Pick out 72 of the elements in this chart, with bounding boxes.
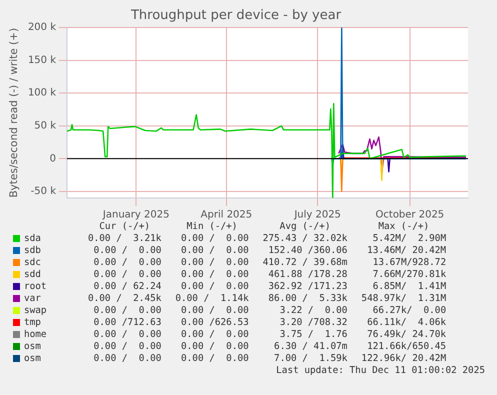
y-tick-label: 150 k [28, 54, 56, 66]
legend-label: home [23, 329, 48, 341]
x-tick-label: July 2025 [293, 210, 341, 221]
text: Cur (-/+) [98, 221, 152, 233]
text: 3.20 /708.32 [278, 317, 348, 329]
text: 0.00 / 3.21k [87, 233, 162, 245]
legend-label: sda [23, 233, 42, 245]
x-tick-label: January 2025 [102, 210, 170, 221]
text: 13.46M/ 20.42M [366, 245, 446, 257]
text: 275.43 / 32.02k [262, 233, 348, 245]
chart-title: Throughput per device - by year [130, 8, 342, 24]
text: 0.00 / 0.00 [92, 341, 162, 353]
text: 0.00 / 0.00 [92, 329, 162, 341]
text: 0.00 / 0.00 [180, 353, 249, 365]
text: 0.00 / 0.00 [92, 245, 162, 257]
text: Last update: Thu Dec 11 01:00:02 2025 [276, 365, 485, 376]
text: 0.00 / 0.00 [180, 329, 249, 341]
text: 0.00 / 0.00 [180, 341, 249, 353]
text: 0.00 / 0.00 [180, 269, 249, 281]
text: 461.88 /178.28 [267, 269, 348, 281]
text: 0.00 / 2.45k [87, 293, 162, 305]
x-tick-label: October 2025 [376, 210, 444, 221]
text: 548.97k/ 1.31M [360, 293, 446, 305]
y-tick-label: 50 k [34, 120, 56, 132]
text: 66.11k/ 4.06k [366, 317, 446, 329]
text: 66.27k/ 0.00 [372, 305, 446, 317]
text: 0.00 / 0.00 [180, 233, 249, 245]
text: 76.49k/ 24.70k [366, 329, 446, 341]
text: 0.00 / 62.24 [92, 281, 162, 293]
text: Min (-/+) [186, 221, 238, 233]
text: 0.00 / 1.14k [174, 293, 249, 305]
text: 3.22 / 0.00 [278, 305, 348, 317]
y-tick-label: -50 k [30, 186, 56, 198]
text: 0.00 / 0.00 [180, 245, 249, 257]
y-tick-label: 100 k [28, 88, 56, 99]
text: 0.00 / 0.00 [92, 257, 162, 269]
text: 0.00 / 0.00 [180, 257, 249, 269]
legend-label: swap [23, 305, 48, 317]
legend-label: sdb [23, 245, 42, 257]
legend-label: sdd [23, 269, 42, 281]
text: Avg (-/+) [278, 221, 332, 233]
text: 0.00 / 0.00 [92, 269, 162, 281]
text: 362.92 /171.23 [267, 281, 348, 293]
legend-label: osm [23, 353, 42, 365]
legend-label: tmp [23, 317, 42, 329]
text: Max (-/+) [377, 221, 430, 233]
text: 7.66M/270.81k [372, 269, 446, 281]
y-tick-label: 200 k [28, 22, 56, 34]
y-tick-label: 0 [50, 153, 56, 164]
y-axis-title: Bytes/second read (-) / write (+) [8, 28, 20, 198]
legend-label: var [23, 293, 42, 305]
text: 0.00 / 0.00 [180, 305, 249, 317]
text: 0.00 / 0.00 [180, 281, 249, 293]
text: 0.00 /712.63 [92, 317, 162, 329]
text: 410.72 / 39.68m [262, 257, 348, 269]
text: 152.40 /360.06 [267, 245, 348, 257]
text: 0.00 / 0.00 [92, 305, 162, 317]
text: 6.30 / 41.07m [273, 341, 348, 353]
legend-label: root [23, 281, 48, 293]
text: 0.00 / 0.00 [92, 353, 162, 365]
legend-label: osm [23, 341, 42, 353]
text: 5.42M/ 2.90M [372, 233, 446, 245]
text: 0.00 /626.53 [180, 317, 249, 329]
text: 86.00 / 5.33k [267, 293, 348, 305]
text: 7.00 / 1.59k [273, 353, 348, 365]
text: 3.75 / 1.76 [278, 329, 348, 341]
text: 121.66k/650.45 [366, 341, 446, 353]
x-tick-label: April 2025 [200, 210, 252, 221]
text: 13.67M/928.72 [372, 257, 446, 269]
text: 6.85M/ 1.41M [372, 281, 446, 293]
text: 122.96k/ 20.42M [360, 353, 446, 365]
legend-label: sdc [23, 257, 42, 269]
